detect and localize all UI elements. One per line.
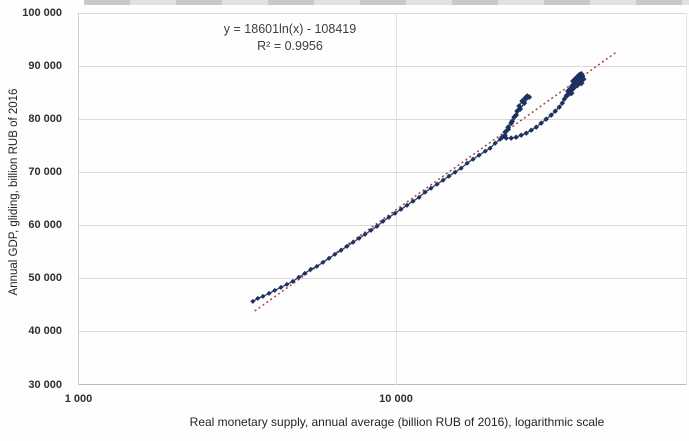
data-point-marker [452, 169, 458, 175]
data-point-marker [570, 77, 577, 85]
data-point-marker [422, 189, 428, 195]
y-gridline [78, 12, 687, 14]
y-tick-label: 60 000 [28, 219, 62, 232]
y-gridline [78, 65, 687, 67]
data-point-marker [521, 100, 528, 107]
data-point-marker [487, 145, 493, 151]
data-point-marker [272, 287, 278, 293]
data-point-marker [356, 235, 362, 241]
data-series-line [252, 73, 584, 302]
data-point-marker [508, 135, 514, 141]
data-point-marker [266, 290, 272, 296]
y-gridline [78, 330, 687, 332]
trendline-equation: y = 18601ln(x) - 108419 R² = 0.9956 [170, 21, 410, 55]
x-tick-label: 10 000 [379, 393, 413, 405]
data-point-marker [338, 247, 344, 253]
r-squared-text: R² = 0.9956 [257, 39, 323, 53]
data-point-marker [509, 118, 516, 125]
y-gridline [78, 118, 687, 120]
data-point-marker [416, 194, 422, 200]
y-tick-label: 80 000 [28, 113, 62, 126]
data-point-marker [446, 173, 452, 179]
data-point-marker [559, 100, 566, 106]
y-tick-label: 100 000 [22, 7, 62, 19]
data-point-marker [470, 156, 476, 162]
y-tick-label: 70 000 [28, 166, 62, 179]
scan-artifact-strip [84, 0, 689, 5]
data-point-marker [380, 218, 386, 224]
data-point-marker [458, 165, 464, 171]
y-tick-label: 30 000 [28, 378, 62, 391]
data-point-marker [332, 251, 338, 257]
data-point-marker [386, 214, 392, 220]
data-point-marker [255, 295, 261, 301]
data-point-marker [533, 124, 539, 130]
data-point-marker [290, 278, 296, 284]
data-point-marker [552, 108, 559, 114]
data-point-marker [543, 116, 549, 122]
data-point-marker [518, 132, 524, 138]
y-gridline [78, 277, 687, 279]
data-point-marker [404, 202, 410, 208]
data-point-marker [528, 127, 534, 133]
data-point-marker [556, 104, 563, 110]
trendline [254, 50, 618, 312]
data-point-marker [526, 94, 533, 101]
equation-text: y = 18601ln(x) - 108419 [223, 22, 357, 36]
plot-right-border [686, 13, 687, 385]
data-point-marker [434, 181, 440, 187]
x-axis-title: Real monetary supply, annual average (bi… [189, 415, 605, 429]
data-point-marker [368, 227, 374, 233]
data-point-marker [362, 231, 368, 237]
y-gridline [78, 171, 687, 173]
x-tick-label: 1 000 [64, 393, 93, 405]
data-point-marker [392, 210, 398, 216]
data-point-marker [350, 239, 356, 245]
data-point-marker [410, 198, 416, 204]
data-point-marker [513, 112, 520, 119]
y-axis-line [78, 13, 79, 385]
y-gridline [78, 384, 687, 385]
data-point-marker [492, 140, 498, 146]
data-point-marker [302, 270, 308, 276]
data-point-marker [250, 298, 256, 304]
data-point-marker [561, 96, 568, 102]
y-gridline [78, 224, 687, 226]
data-point-marker [374, 223, 380, 229]
data-point-marker [517, 106, 524, 113]
data-point-marker [571, 83, 578, 91]
data-point-marker [278, 284, 284, 290]
data-point-marker [538, 120, 544, 126]
data-point-marker [398, 206, 404, 212]
data-point-marker [548, 112, 554, 118]
data-point-marker [326, 255, 332, 261]
y-tick-label: 40 000 [28, 325, 62, 338]
y-tick-label: 90 000 [28, 60, 62, 73]
data-point-marker [314, 263, 320, 269]
data-point-marker [502, 129, 509, 136]
data-point-marker [428, 185, 434, 191]
data-point-marker [505, 124, 512, 131]
data-point-marker [260, 293, 266, 299]
y-tick-label: 50 000 [28, 272, 62, 285]
data-point-marker [513, 134, 519, 140]
x-gridline [396, 13, 397, 385]
data-point-marker [440, 177, 446, 183]
data-point-marker [320, 259, 326, 265]
data-point-marker [296, 274, 302, 280]
data-point-marker [344, 243, 350, 249]
data-point-marker [482, 148, 488, 154]
data-point-marker [568, 89, 575, 97]
data-point-marker [464, 160, 470, 166]
data-point-marker [284, 281, 290, 287]
data-point-marker [476, 152, 482, 158]
data-point-marker [523, 130, 529, 136]
data-point-marker [308, 266, 314, 272]
